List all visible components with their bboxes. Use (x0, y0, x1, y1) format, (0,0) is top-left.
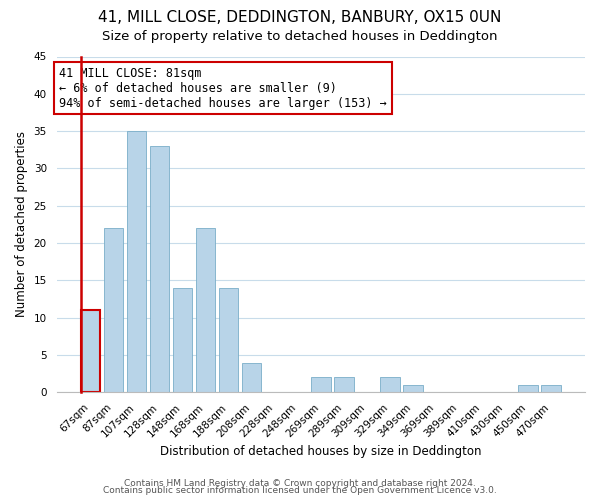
Bar (219, 288, 238, 393)
Bar (242, 362, 262, 392)
Bar (541, 385, 561, 392)
Bar (127, 131, 146, 392)
X-axis label: Distribution of detached houses by size in Deddington: Distribution of detached houses by size … (160, 444, 482, 458)
Text: Contains public sector information licensed under the Open Government Licence v3: Contains public sector information licen… (103, 486, 497, 495)
Bar (104, 228, 123, 392)
Bar (196, 228, 215, 392)
Text: Size of property relative to detached houses in Deddington: Size of property relative to detached ho… (102, 30, 498, 43)
Bar (334, 378, 353, 392)
Bar (80, 310, 100, 392)
Bar (311, 378, 331, 392)
Text: 41 MILL CLOSE: 81sqm
← 6% of detached houses are smaller (9)
94% of semi-detache: 41 MILL CLOSE: 81sqm ← 6% of detached ho… (59, 66, 387, 110)
Bar (380, 378, 400, 392)
Bar (403, 385, 423, 392)
Bar (518, 385, 538, 392)
Text: 41, MILL CLOSE, DEDDINGTON, BANBURY, OX15 0UN: 41, MILL CLOSE, DEDDINGTON, BANBURY, OX1… (98, 10, 502, 25)
Bar (173, 288, 193, 393)
Text: Contains HM Land Registry data © Crown copyright and database right 2024.: Contains HM Land Registry data © Crown c… (124, 478, 476, 488)
Y-axis label: Number of detached properties: Number of detached properties (15, 132, 28, 318)
Bar (149, 146, 169, 392)
